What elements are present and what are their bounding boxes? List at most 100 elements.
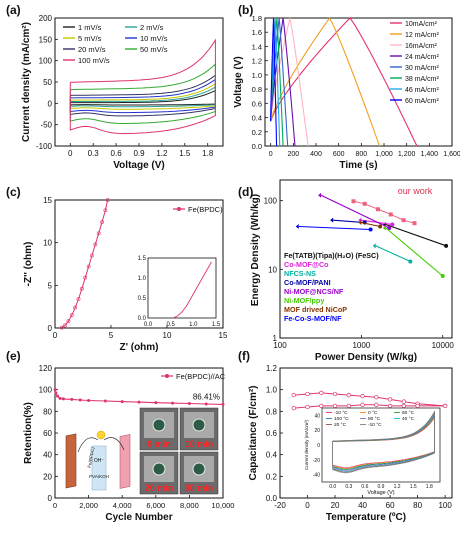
capacitance-point bbox=[346, 392, 351, 398]
time-label: 10 min bbox=[185, 439, 214, 449]
legend-label: 2 mV/s bbox=[140, 23, 164, 32]
legend-label: 10 mV/s bbox=[140, 34, 168, 43]
x-axis-label: Z' (ohm) bbox=[119, 342, 158, 353]
legend-label: Fe-Co-S-MOF/NF bbox=[284, 314, 342, 323]
ragone-arrowhead bbox=[382, 225, 386, 231]
legend-label: Ni-MOF/ppy bbox=[284, 296, 324, 305]
photo-led bbox=[152, 418, 166, 432]
panel-letter: (e) bbox=[6, 349, 21, 363]
x-tick-label: 0.9 bbox=[133, 149, 145, 158]
ragone-series-0 bbox=[385, 223, 447, 247]
x-axis-label: Time (s) bbox=[339, 160, 377, 171]
inset-cv-curve-7 bbox=[332, 410, 435, 474]
ragone-point bbox=[440, 273, 445, 278]
y-tick-label: 0 bbox=[48, 494, 53, 503]
x-tick-label: 4,000 bbox=[113, 501, 132, 510]
y-tick-label: 60 bbox=[43, 429, 52, 438]
legend-label: Fe(TATB)(Tipa)(H₂O) (FeSC) bbox=[284, 251, 379, 260]
x-tick-label: 80 bbox=[413, 501, 422, 510]
legend-label: 38 mA/cm² bbox=[405, 76, 440, 83]
inset-y-tick-label: 1.5 bbox=[138, 256, 147, 262]
inset-y-tick-label: 1.0 bbox=[138, 276, 147, 282]
retention-point bbox=[87, 399, 91, 402]
x-tick-label: 1000 bbox=[352, 341, 370, 350]
x-tick-label: 10,000 bbox=[212, 501, 235, 510]
capacitance-point bbox=[319, 403, 324, 409]
gcd-curve-0 bbox=[270, 17, 418, 147]
nyquist-point bbox=[86, 264, 91, 269]
retention-point bbox=[103, 399, 107, 403]
retention-point bbox=[187, 402, 191, 406]
inset-legend-label: 80 °C bbox=[368, 416, 381, 422]
ragone-arrowhead bbox=[358, 220, 362, 226]
nyquist-point bbox=[79, 286, 84, 291]
retention-point bbox=[171, 401, 175, 405]
x-tick-label: 200 bbox=[287, 151, 299, 158]
legend-label: 12 mA/cm² bbox=[405, 32, 440, 39]
gcd-curve-1 bbox=[270, 16, 381, 147]
capacitance-point bbox=[319, 390, 324, 396]
nyquist-point bbox=[69, 313, 74, 318]
x-tick-label: 40 bbox=[358, 501, 367, 510]
y-tick-label: 1.6 bbox=[252, 28, 262, 37]
legend-label: 10mA/cm² bbox=[405, 21, 438, 28]
capacitance-curve-0 bbox=[293, 392, 446, 407]
legend-label: 16mA/cm² bbox=[405, 43, 438, 50]
nyquist-point bbox=[103, 208, 108, 213]
x-tick-label: 0 bbox=[269, 151, 273, 158]
ragone-ours-point bbox=[401, 218, 406, 223]
our-work-label: our work bbox=[398, 186, 433, 196]
time-label: 30 min bbox=[185, 483, 214, 493]
ragone-ours-point bbox=[412, 221, 417, 226]
x-axis-label: Cycle Number bbox=[105, 512, 172, 523]
x-tick-label: 100 bbox=[273, 341, 287, 350]
capacitance-point bbox=[387, 397, 393, 402]
x-tick-label: 60 bbox=[386, 501, 395, 510]
y-tick-label: 0.4 bbox=[266, 451, 278, 460]
ragone-point bbox=[444, 243, 449, 248]
y-tick-label: 120 bbox=[39, 364, 53, 373]
inset-frame bbox=[321, 407, 441, 483]
nyquist-point bbox=[105, 198, 110, 202]
ragone-point bbox=[387, 225, 392, 230]
retention-point bbox=[58, 396, 62, 400]
gcd-curve-6 bbox=[270, 17, 281, 147]
inset-y-tick-label: -20 bbox=[313, 458, 320, 464]
capacitance-point bbox=[305, 404, 310, 410]
device-label: OH⁻ bbox=[94, 458, 105, 464]
inset-legend-label: 20 °C bbox=[334, 422, 347, 428]
inset-legend-label: -10 °C bbox=[334, 410, 348, 416]
legend-label: 5 mV/s bbox=[78, 34, 102, 43]
x-tick-label: 10000 bbox=[432, 341, 455, 350]
panel-b-frame bbox=[264, 17, 453, 147]
y-tick-label: 100 bbox=[264, 197, 278, 206]
capacitance-point bbox=[291, 392, 296, 398]
y-tick-label: -50 bbox=[40, 121, 52, 130]
device-label: PVA/KOH bbox=[89, 474, 109, 479]
y-tick-label: 0.8 bbox=[266, 407, 278, 416]
ragone-point bbox=[390, 222, 395, 227]
legend-marker bbox=[165, 374, 169, 378]
y-tick-label: 0 bbox=[48, 324, 53, 333]
separator bbox=[91, 445, 107, 491]
y-tick-label: 200 bbox=[39, 14, 53, 23]
nyquist-curve bbox=[61, 199, 109, 329]
retention-point bbox=[221, 402, 225, 406]
y-tick-label: 10 bbox=[43, 239, 52, 248]
capacitance-point bbox=[401, 403, 406, 409]
electrode-right bbox=[119, 434, 131, 489]
ragone-point bbox=[368, 227, 373, 232]
x-axis-label: Power Density (W/kg) bbox=[315, 352, 417, 363]
time-label: 0 min bbox=[147, 439, 171, 449]
inset-x-tick-label: 1.0 bbox=[189, 322, 198, 328]
y-tick-label: 20 bbox=[43, 472, 52, 481]
inset-y-tick-label: 40 bbox=[314, 413, 320, 419]
gcd-curve-4 bbox=[270, 17, 289, 147]
ragone-ours-point bbox=[362, 201, 367, 206]
y-tick-label: 100 bbox=[39, 386, 53, 395]
inset-y-tick-label: 20 bbox=[314, 428, 320, 434]
x-tick-label: 800 bbox=[355, 151, 367, 158]
x-tick-label: 1,200 bbox=[398, 151, 416, 158]
legend-label: 50 mV/s bbox=[140, 45, 168, 54]
inset-legend-label: 100 °C bbox=[334, 416, 349, 422]
